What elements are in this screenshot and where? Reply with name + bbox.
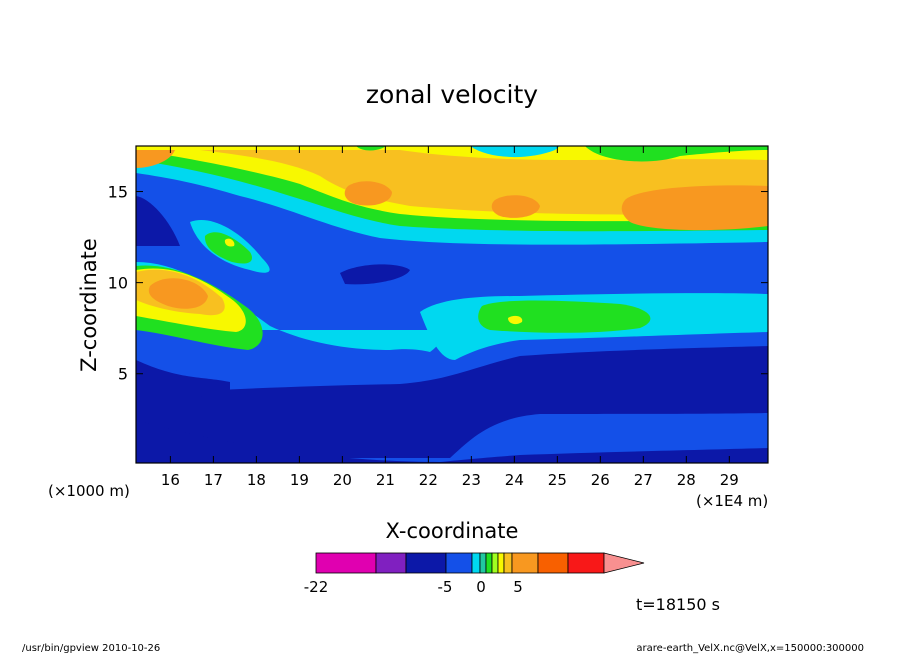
band-green-blob xyxy=(204,232,252,264)
x-tick-label: 22 xyxy=(419,471,438,489)
x-tick-label: 26 xyxy=(591,471,610,489)
x-axis-unit-right: (×1E4 m) xyxy=(696,492,768,510)
x-tick-label: 24 xyxy=(505,471,524,489)
time-label: t=18150 s xyxy=(636,595,720,614)
y-tick-label: 15 xyxy=(108,183,128,202)
footer-left: /usr/bin/gpview 2010-10-26 xyxy=(22,643,160,654)
band-green-right xyxy=(478,300,651,333)
band-deep-bottom-inner xyxy=(136,360,230,400)
plot-frame xyxy=(135,145,769,464)
colorbar-swatch xyxy=(485,552,493,574)
x-tick-label: 19 xyxy=(290,471,309,489)
chart-title: zonal velocity xyxy=(366,80,538,109)
colorbar-swatch xyxy=(315,552,377,574)
colorbar-swatch xyxy=(537,552,569,574)
band-cyan-top-right xyxy=(470,146,560,158)
colorbar-swatch xyxy=(503,552,513,574)
colorbar: -22 -5 0 5 xyxy=(304,552,645,596)
colorbar-swatch xyxy=(567,552,605,574)
colorbar-label: -22 xyxy=(304,578,329,596)
x-axis: 16 17 18 19 20 21 22 23 24 25 26 27 28 29 xyxy=(161,146,739,489)
band-orange-upper xyxy=(200,150,768,215)
band-dark-orange-far-right xyxy=(621,185,768,231)
colorbar-label: -5 xyxy=(438,578,453,596)
band-dark-orange-center xyxy=(344,181,392,206)
band-deep-left-top xyxy=(136,196,180,246)
x-axis-unit-left: (×1000 m) xyxy=(48,482,130,500)
band-deep-bottom-strip xyxy=(136,420,768,463)
band-yellow-right-spot xyxy=(508,315,523,325)
contour-plot xyxy=(136,146,768,463)
x-tick-label: 25 xyxy=(548,471,567,489)
colorbar-swatch xyxy=(511,552,539,574)
y-tick-label: 5 xyxy=(118,365,128,384)
band-dark-orange-right xyxy=(491,195,540,218)
colorbar-swatch xyxy=(375,552,407,574)
blob-deep-mid xyxy=(340,264,410,285)
colorbar-swatch xyxy=(491,552,499,574)
colorbar-label: 0 xyxy=(476,578,486,596)
colorbar-swatch xyxy=(405,552,447,574)
y-axis-label: Z-coordinate xyxy=(77,238,101,372)
colorbar-swatch xyxy=(497,552,505,574)
x-tick-label: 27 xyxy=(634,471,653,489)
band-dark-orange-left-core xyxy=(148,278,208,309)
y-tick-label: 10 xyxy=(108,274,128,293)
colorbar-extension-arrow xyxy=(603,552,645,574)
colorbar-swatch xyxy=(479,552,487,574)
band-dark-orange-top-left xyxy=(136,150,175,168)
colorbar-label: 5 xyxy=(513,578,523,596)
footer-right: arare-earth_VelX.nc@VelX,x=150000:300000 xyxy=(636,643,864,654)
x-tick-label: 28 xyxy=(677,471,696,489)
band-yellow-blob xyxy=(224,238,235,247)
y-axis: 5 10 15 xyxy=(108,183,768,384)
x-tick-label: 21 xyxy=(376,471,395,489)
colorbar-swatch xyxy=(445,552,473,574)
colorbar-swatch xyxy=(471,552,481,574)
band-green-top-right xyxy=(585,146,768,162)
x-tick-label: 23 xyxy=(462,471,481,489)
x-tick-label: 17 xyxy=(204,471,223,489)
band-green-top-center xyxy=(356,146,386,151)
x-tick-label: 18 xyxy=(247,471,266,489)
x-tick-label: 29 xyxy=(720,471,739,489)
x-tick-label: 16 xyxy=(161,471,180,489)
band-deep-bottom xyxy=(136,346,768,458)
x-axis-label: X-coordinate xyxy=(386,519,519,543)
x-tick-label: 20 xyxy=(333,471,352,489)
